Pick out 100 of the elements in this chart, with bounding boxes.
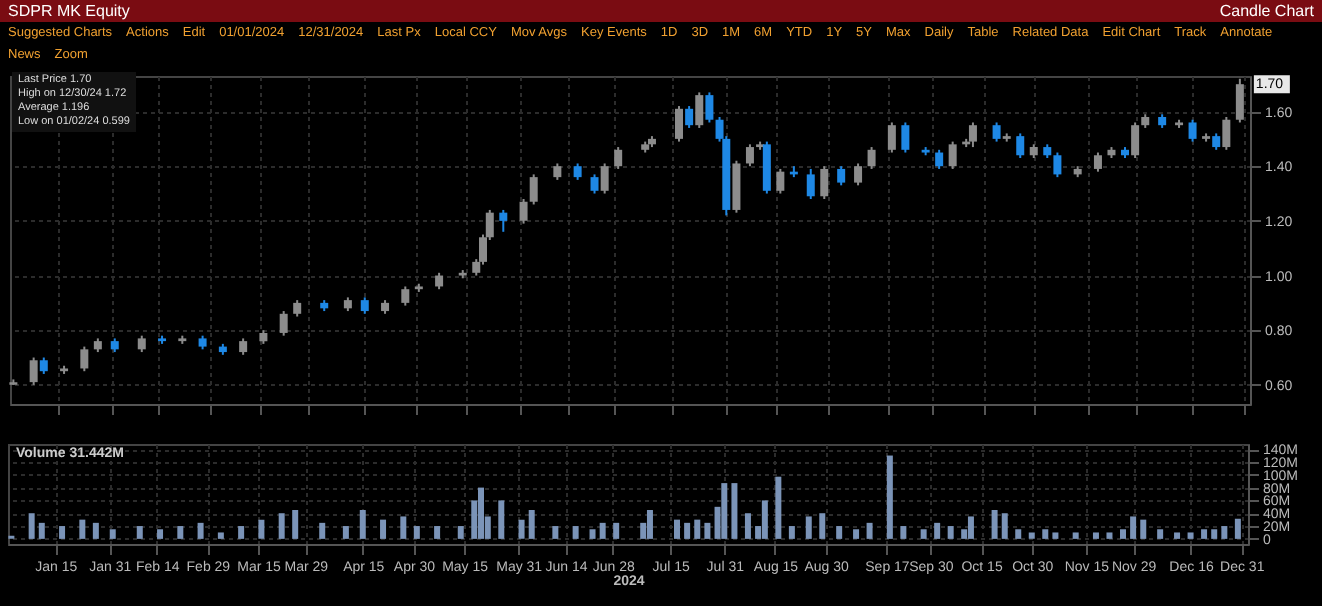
candlestick [1235, 77, 1244, 124]
bar [967, 516, 974, 539]
candlestick [762, 140, 771, 195]
bar [613, 522, 620, 539]
candlestick [499, 208, 508, 233]
bar [1072, 532, 1079, 539]
bar [853, 529, 860, 539]
bar [1106, 532, 1113, 539]
candlestick [401, 285, 410, 307]
candlestick [745, 143, 754, 168]
candlestick [806, 167, 815, 200]
bar [589, 529, 596, 539]
bar [1201, 529, 1208, 539]
candlestick [705, 91, 714, 124]
bar [28, 513, 35, 539]
candlestick [590, 173, 599, 195]
bar [572, 526, 579, 539]
bar [775, 476, 782, 539]
candlestick [1188, 118, 1197, 143]
bar [1221, 526, 1228, 539]
chart-title: SDPR MK Equity [8, 2, 130, 20]
bar [721, 483, 728, 539]
bar [1028, 532, 1035, 539]
candlestick [529, 173, 538, 206]
candlestick [29, 356, 38, 386]
bar [238, 526, 245, 539]
candlestick [80, 345, 89, 373]
candlestick [992, 121, 1001, 143]
bar [380, 519, 387, 539]
bar [836, 526, 843, 539]
bar [646, 510, 653, 539]
bar [434, 526, 441, 539]
candlestick [519, 198, 528, 225]
bar [38, 522, 45, 539]
bar [342, 526, 349, 539]
candlestick [887, 121, 896, 154]
candlestick [968, 121, 977, 149]
bar [1119, 529, 1126, 539]
bar [92, 522, 99, 539]
bar [886, 455, 893, 539]
bar [319, 522, 326, 539]
bar [1174, 532, 1181, 539]
candlestick [614, 146, 623, 170]
candlestick [1016, 132, 1025, 159]
bar [1092, 532, 1099, 539]
bar [359, 510, 366, 539]
bar [947, 526, 954, 539]
bar [819, 513, 826, 539]
bar [1015, 529, 1022, 539]
candlestick [776, 167, 785, 195]
candlestick [867, 146, 876, 170]
bar [704, 522, 711, 539]
bar [1157, 529, 1164, 539]
candlestick [1131, 121, 1140, 159]
bar [1130, 516, 1137, 539]
bar [731, 483, 738, 539]
bar [1001, 513, 1008, 539]
candlestick [1053, 151, 1062, 179]
bar [59, 526, 66, 539]
candlestick [901, 121, 910, 154]
bar [1211, 529, 1218, 539]
bar [694, 519, 701, 539]
bar [197, 522, 204, 539]
candlestick [732, 159, 741, 214]
bar [1042, 529, 1049, 539]
bar [79, 519, 86, 539]
candlestick [935, 148, 944, 170]
bar [1052, 532, 1059, 539]
bar [934, 522, 941, 539]
bar [805, 516, 812, 539]
bar [1234, 518, 1241, 539]
bar [109, 529, 116, 539]
bar [177, 526, 184, 539]
bar [991, 510, 998, 539]
bar [552, 526, 559, 539]
bar [866, 522, 873, 539]
bar [528, 510, 535, 539]
bar [136, 526, 143, 539]
bar [157, 529, 164, 539]
candlestick [854, 162, 863, 187]
bar [1140, 519, 1147, 539]
bar [788, 526, 795, 539]
bar [684, 522, 691, 539]
bar [920, 529, 927, 539]
bar [518, 519, 525, 539]
bar [413, 526, 420, 539]
bar [478, 487, 485, 539]
candlestick [600, 162, 609, 195]
candlestick [948, 140, 957, 170]
bar [1187, 532, 1194, 539]
bar [457, 526, 464, 539]
bar [673, 519, 680, 539]
candlestick [1222, 116, 1231, 151]
bar [217, 532, 224, 539]
candlestick [1093, 151, 1102, 173]
bar [900, 526, 907, 539]
bar [258, 519, 265, 539]
bar [498, 500, 505, 539]
candlestick [837, 165, 846, 187]
bar [400, 516, 407, 539]
